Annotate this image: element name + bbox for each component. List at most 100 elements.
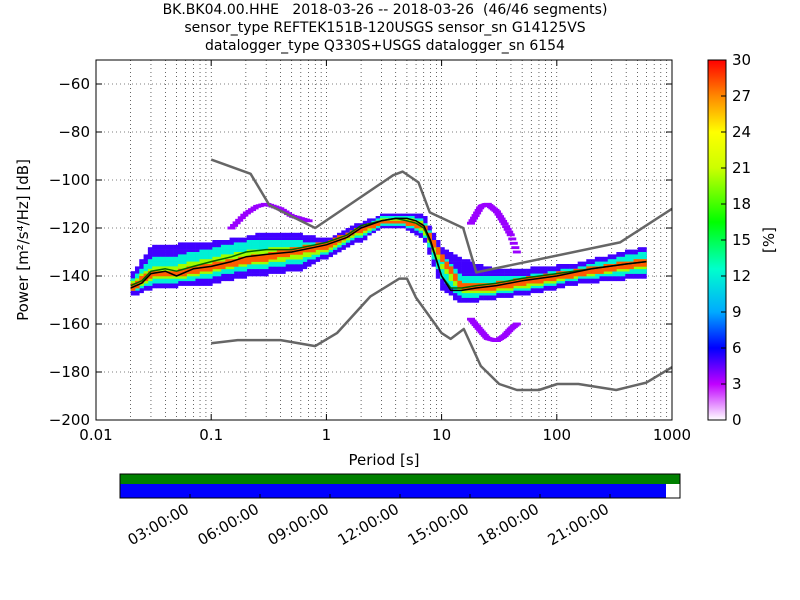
histogram-cell bbox=[427, 242, 432, 246]
colorbar-tick-label: 21 bbox=[732, 159, 751, 177]
histogram-cell bbox=[152, 259, 157, 262]
histogram-cell bbox=[453, 278, 458, 282]
histogram-cell bbox=[324, 254, 329, 258]
histogram-cell bbox=[152, 266, 157, 270]
histogram-cell bbox=[461, 300, 467, 303]
histogram-cell bbox=[629, 264, 634, 267]
histogram-cell bbox=[534, 290, 540, 294]
histogram-cell bbox=[444, 249, 450, 253]
histogram-cell bbox=[379, 223, 385, 226]
histogram-cell bbox=[238, 271, 243, 274]
histogram-cell bbox=[130, 273, 136, 277]
histogram-cell bbox=[448, 276, 454, 279]
histogram-cell bbox=[594, 264, 600, 267]
histogram-cell bbox=[173, 261, 179, 265]
histogram-cell bbox=[633, 249, 639, 253]
histogram-cell bbox=[616, 273, 621, 277]
histogram-cell bbox=[556, 264, 561, 267]
histogram-cell bbox=[637, 264, 643, 267]
histogram-cell bbox=[134, 285, 140, 289]
histogram-outlier-cell bbox=[502, 332, 511, 336]
histogram-cell bbox=[139, 261, 144, 265]
histogram-cell bbox=[633, 252, 639, 255]
histogram-cell bbox=[414, 216, 419, 219]
histogram-cell bbox=[319, 256, 325, 260]
histogram-cell bbox=[629, 273, 634, 277]
histogram-cell bbox=[607, 266, 613, 270]
histogram-cell bbox=[543, 280, 548, 284]
histogram-cell bbox=[496, 295, 501, 298]
histogram-cell bbox=[435, 249, 441, 253]
histogram-cell bbox=[285, 244, 291, 248]
histogram-cell bbox=[633, 273, 639, 277]
histogram-cell bbox=[147, 256, 153, 260]
histogram-cell bbox=[152, 261, 157, 265]
histogram-cell bbox=[496, 271, 501, 274]
histogram-cell bbox=[182, 266, 187, 270]
histogram-cell bbox=[496, 278, 501, 282]
histogram-cell bbox=[160, 244, 166, 248]
histogram-cell bbox=[538, 271, 544, 274]
histogram-cell bbox=[268, 256, 273, 260]
histogram-cell bbox=[220, 276, 226, 279]
timeline-data-bar bbox=[120, 474, 680, 484]
histogram-cell bbox=[564, 268, 570, 272]
histogram-cell bbox=[616, 271, 621, 274]
histogram-cell bbox=[182, 249, 187, 253]
histogram-cell bbox=[371, 218, 376, 222]
histogram-cell bbox=[384, 225, 389, 229]
histogram-cell bbox=[457, 256, 462, 260]
histogram-cell bbox=[190, 266, 196, 270]
histogram-cell bbox=[504, 288, 510, 291]
histogram-cell bbox=[169, 256, 174, 260]
histogram-cell bbox=[238, 273, 243, 277]
histogram-cell bbox=[487, 290, 493, 294]
histogram-cell bbox=[349, 228, 355, 231]
histogram-cell bbox=[246, 235, 252, 238]
histogram-cell bbox=[276, 259, 282, 262]
histogram-cell bbox=[599, 268, 604, 272]
histogram-cell bbox=[487, 278, 493, 282]
histogram-cell bbox=[298, 264, 303, 267]
histogram-cell bbox=[487, 266, 493, 270]
histogram-cell bbox=[281, 254, 286, 258]
histogram-cell bbox=[319, 252, 325, 255]
histogram-cell bbox=[134, 268, 140, 272]
histogram-cell bbox=[478, 264, 484, 267]
histogram-cell bbox=[203, 280, 209, 284]
histogram-cell bbox=[530, 273, 535, 277]
histogram-cell bbox=[474, 278, 480, 282]
histogram-cell bbox=[242, 256, 248, 260]
histogram-cell bbox=[500, 295, 505, 298]
histogram-cell bbox=[177, 252, 183, 255]
histogram-cell bbox=[225, 240, 230, 243]
x-tick-label: 10 bbox=[432, 426, 451, 444]
histogram-cell bbox=[470, 297, 475, 301]
histogram-cell bbox=[375, 225, 381, 229]
histogram-cell bbox=[392, 216, 398, 219]
histogram-cell bbox=[195, 271, 200, 274]
histogram-cell bbox=[186, 242, 192, 246]
histogram-cell bbox=[367, 228, 372, 231]
histogram-cell bbox=[483, 278, 488, 282]
histogram-cell bbox=[203, 259, 209, 262]
histogram-cell bbox=[160, 247, 166, 250]
histogram-cell bbox=[195, 280, 200, 284]
histogram-cell bbox=[182, 252, 187, 255]
histogram-cell bbox=[431, 244, 437, 248]
histogram-cell bbox=[285, 249, 291, 253]
histogram-cell bbox=[315, 240, 321, 243]
histogram-cell bbox=[190, 271, 196, 274]
x-tick-label: 0.1 bbox=[199, 426, 223, 444]
histogram-cell bbox=[285, 240, 291, 243]
histogram-cell bbox=[581, 273, 587, 277]
histogram-cell bbox=[487, 280, 493, 284]
histogram-cell bbox=[238, 266, 243, 270]
histogram-cell bbox=[453, 280, 458, 284]
histogram-cell bbox=[212, 249, 217, 253]
histogram-cell bbox=[169, 266, 174, 270]
histogram-cell bbox=[199, 244, 205, 248]
histogram-cell bbox=[457, 266, 462, 270]
histogram-cell bbox=[139, 271, 144, 274]
histogram-cell bbox=[298, 254, 303, 258]
